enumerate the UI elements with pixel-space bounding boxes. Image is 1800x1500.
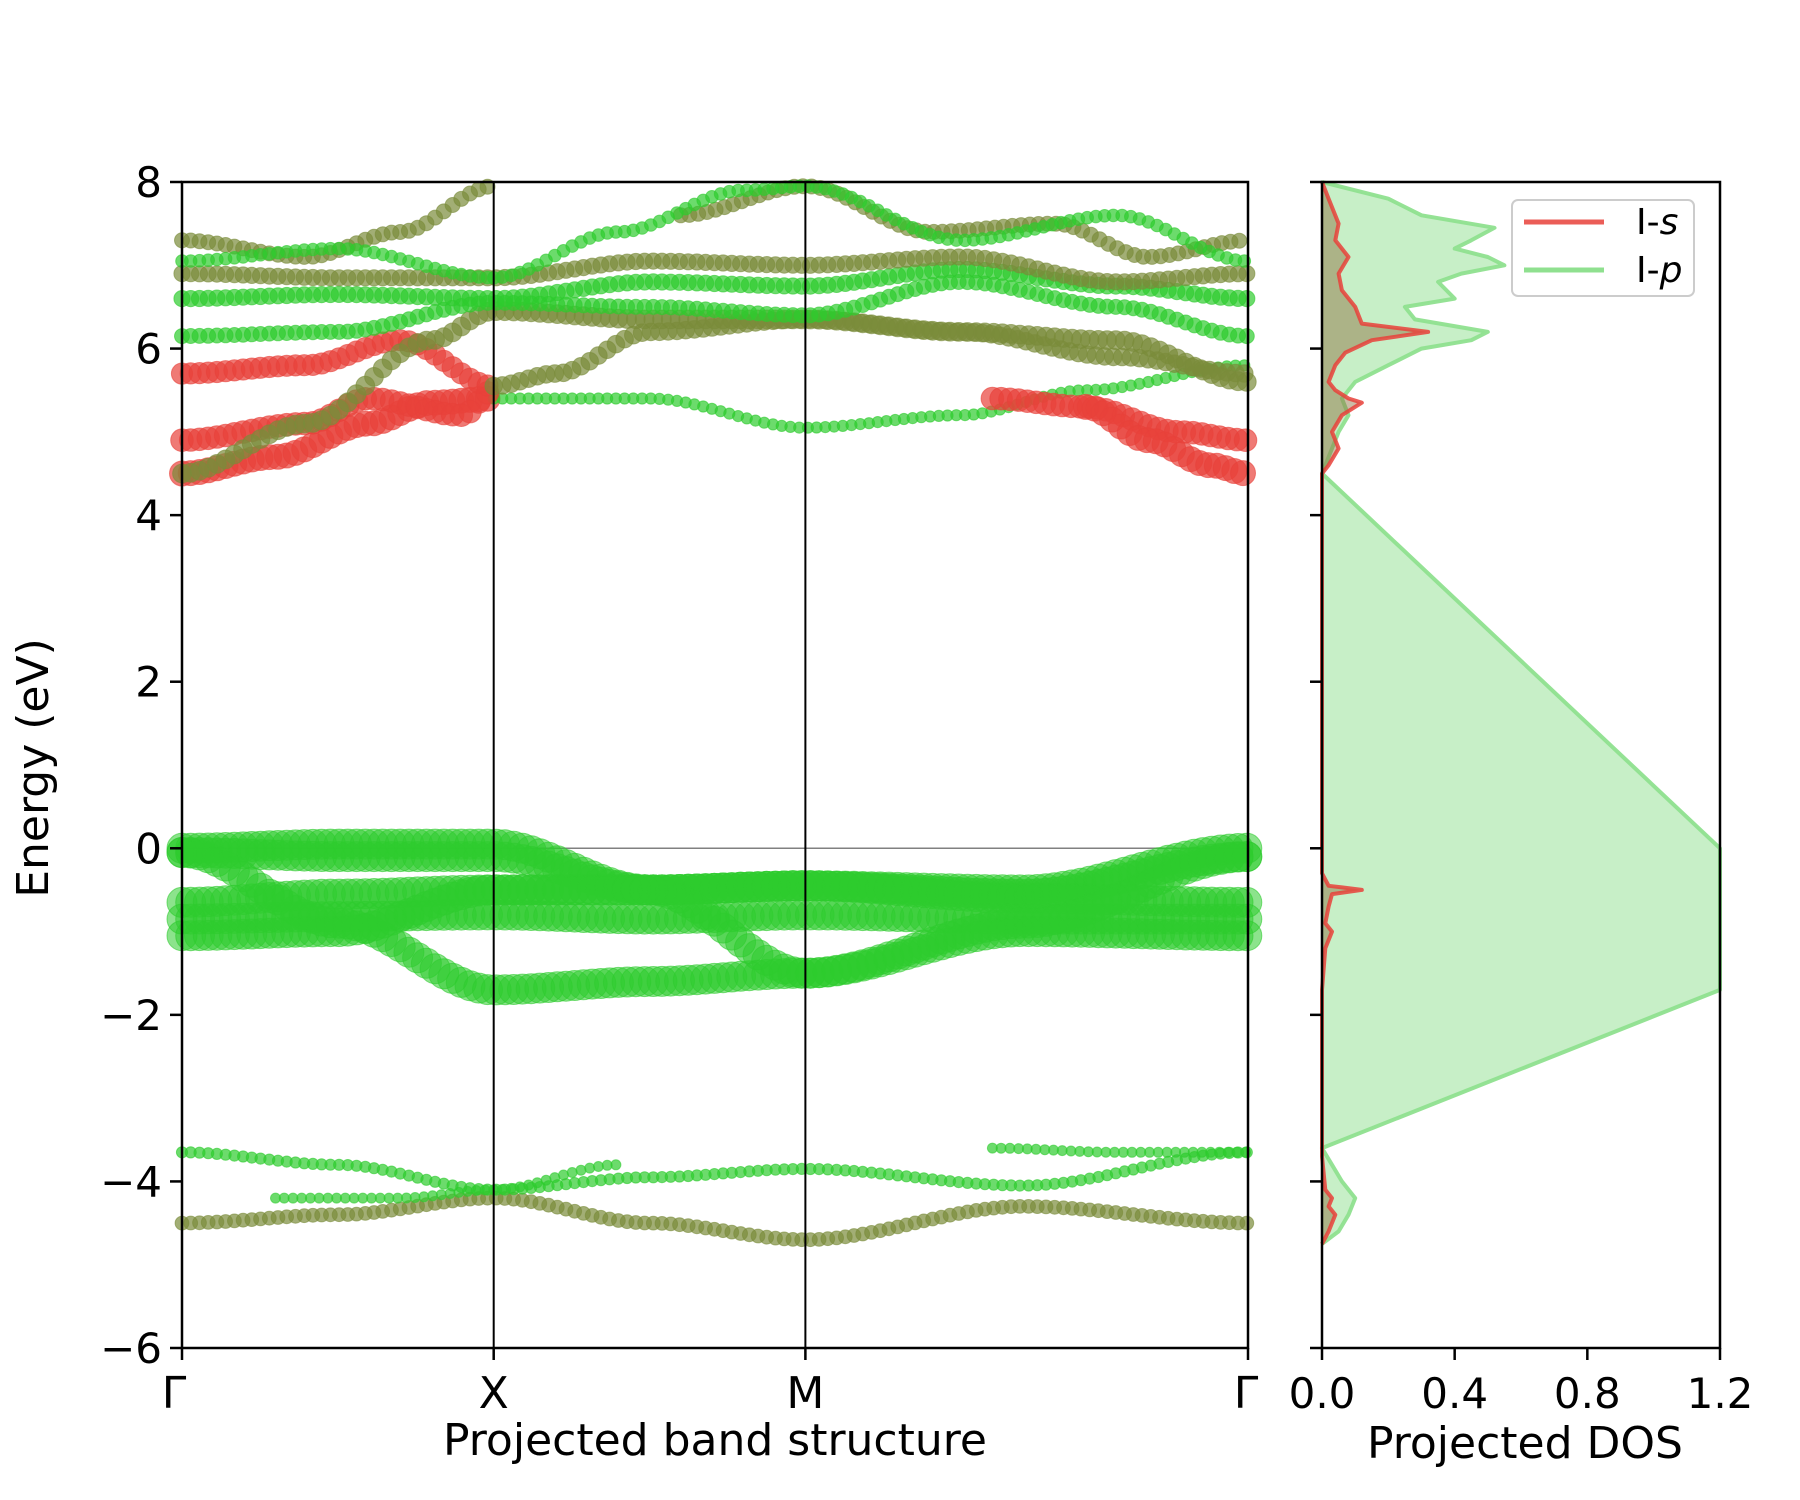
band-point (1231, 232, 1248, 249)
y-axis-label: Energy (eV) (8, 638, 59, 898)
dos-x-tick-label: 0.4 (1421, 1369, 1488, 1418)
band-point (610, 1159, 622, 1171)
band-point (1230, 460, 1256, 487)
band-l1 (174, 1190, 1255, 1248)
band-l3 (270, 1159, 622, 1204)
k-tick-label: M (786, 1368, 824, 1419)
band-marks (166, 178, 1263, 1248)
y-tick-label: −2 (100, 991, 162, 1040)
band-v6 (166, 874, 1263, 989)
band-xlabel: Projected band structure (443, 1415, 987, 1466)
y-tick-label: 4 (135, 491, 162, 540)
band-l4 (986, 1142, 1251, 1158)
band-structure-panel: −6 −4 −2 0 2 4 6 8 Γ X M Γ (100, 158, 1263, 1419)
dos-legend: I-s I-p (1511, 199, 1695, 297)
band-point (1233, 428, 1258, 453)
legend-label-s: I-s (1636, 202, 1678, 243)
band-c4 (172, 301, 1257, 484)
dos-xlabel: Projected DOS (1367, 1418, 1683, 1469)
k-tick-label: X (479, 1368, 509, 1419)
y-tick-label: −4 (100, 1157, 162, 1206)
dos-marks (1320, 180, 1722, 1246)
band-frame (180, 180, 1250, 1350)
y-tick-label: 6 (135, 325, 162, 374)
k-tick-label: Γ (1234, 1368, 1259, 1419)
y-tick-label: 2 (135, 658, 162, 707)
band-c2c (1072, 393, 1256, 487)
y-tick-label: −6 (100, 1324, 162, 1373)
legend-label-p: I-p (1636, 250, 1682, 291)
dos-x-tick-label: 0.8 (1554, 1369, 1621, 1418)
dos-axes: 0.0 0.4 0.8 1.2 (1289, 180, 1754, 1418)
dos-fill-s (1322, 182, 1429, 1244)
dos-x-tick-label: 0.0 (1289, 1369, 1356, 1418)
k-tick-label: Γ (162, 1368, 187, 1419)
dos-fill-p (1322, 182, 1720, 1244)
band-c6 (173, 260, 1256, 308)
dos-panel: 0.0 0.4 0.8 1.2 (1289, 180, 1754, 1418)
band-axes: −6 −4 −2 0 2 4 6 8 Γ X M Γ (100, 158, 1259, 1419)
dos-x-tick-label: 1.2 (1687, 1369, 1754, 1418)
y-tick-label: 8 (135, 158, 162, 207)
band-c5 (174, 274, 1255, 345)
dos-line-p (1320, 180, 1722, 1246)
dos-frame (1320, 180, 1722, 1350)
band-c9b (486, 179, 1252, 285)
y-tick-label: 0 (135, 824, 162, 873)
